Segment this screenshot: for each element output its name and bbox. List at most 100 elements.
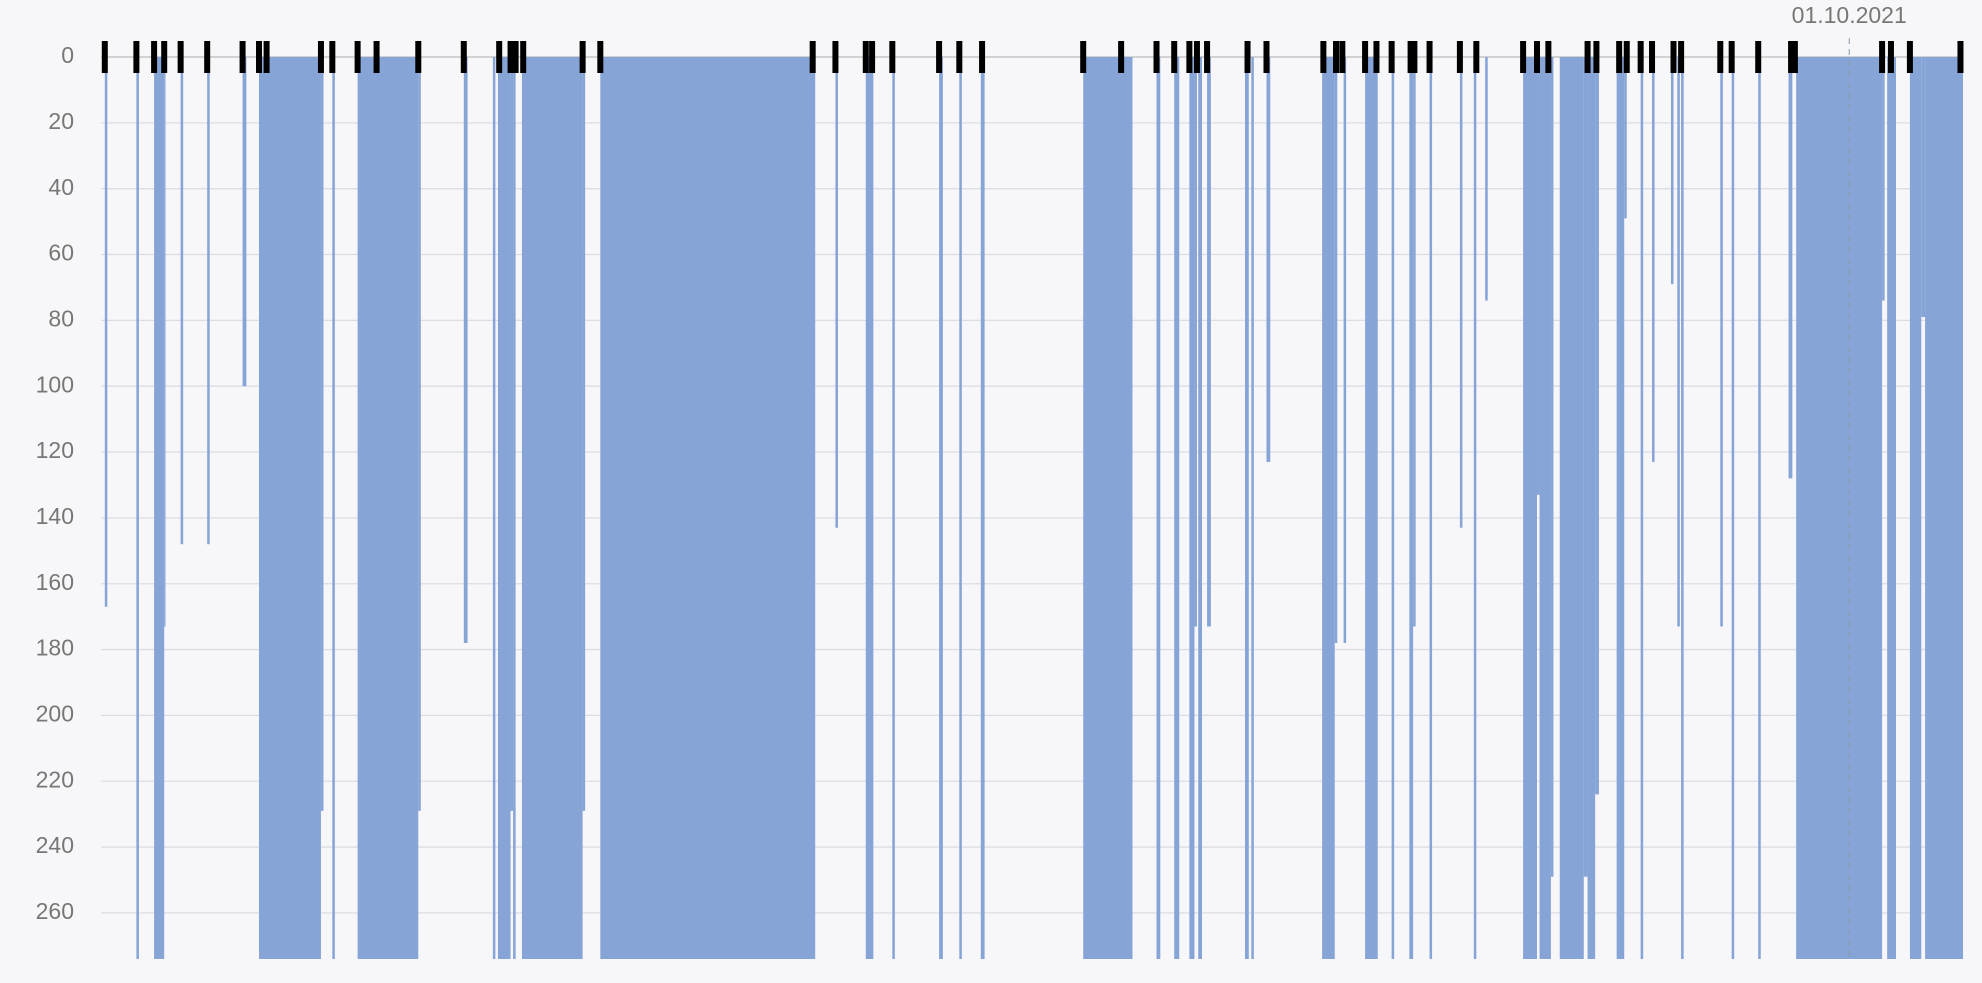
- bar: [1194, 57, 1197, 627]
- bar: [104, 57, 108, 607]
- event-marker: [1426, 41, 1433, 73]
- bar: [510, 57, 514, 811]
- event-marker: [1637, 41, 1644, 73]
- bar: [1624, 57, 1627, 219]
- bar: [1583, 57, 1588, 877]
- bar: [939, 57, 943, 959]
- event-marker: [1791, 41, 1798, 73]
- bar: [207, 57, 210, 545]
- bar: [1198, 57, 1203, 959]
- bar: [1616, 57, 1625, 959]
- bar: [357, 57, 419, 959]
- y-tick-label: 0: [61, 42, 74, 68]
- bar: [1681, 57, 1684, 959]
- bar: [1083, 57, 1133, 959]
- event-marker: [1388, 41, 1395, 73]
- event-marker: [1906, 41, 1913, 73]
- bar: [1156, 57, 1161, 959]
- event-marker: [1171, 41, 1178, 73]
- bar: [1788, 57, 1793, 479]
- bar: [1652, 57, 1655, 462]
- event-marker: [329, 41, 336, 73]
- event-marker: [1320, 41, 1327, 73]
- bar: [1587, 57, 1596, 959]
- bar: [1670, 57, 1674, 285]
- bar: [1485, 57, 1488, 301]
- bar: [1731, 57, 1735, 959]
- event-marker: [1593, 41, 1600, 73]
- event-marker: [1728, 41, 1735, 73]
- event-marker: [889, 41, 896, 73]
- y-tick-label: 220: [36, 766, 74, 792]
- bar: [521, 57, 583, 959]
- event-marker: [317, 41, 324, 73]
- event-marker: [579, 41, 586, 73]
- bar: [1409, 57, 1414, 959]
- event-marker: [512, 41, 519, 73]
- bar: [1207, 57, 1211, 627]
- event-marker: [869, 41, 876, 73]
- bar: [959, 57, 962, 959]
- bar: [492, 57, 496, 959]
- bar: [1640, 57, 1644, 959]
- event-marker: [1678, 41, 1685, 73]
- event-marker: [1153, 41, 1160, 73]
- bar: [320, 57, 324, 811]
- event-marker: [956, 41, 963, 73]
- bar: [892, 57, 895, 959]
- bar: [418, 57, 421, 811]
- bar: [1909, 57, 1922, 959]
- event-marker: [354, 41, 361, 73]
- event-marker: [239, 41, 246, 73]
- bar: [332, 57, 335, 959]
- bar: [1559, 57, 1584, 959]
- event-marker: [1584, 41, 1591, 73]
- event-marker: [1957, 41, 1964, 73]
- bar: [1413, 57, 1416, 627]
- event-marker: [1373, 41, 1380, 73]
- bar: [1391, 57, 1395, 959]
- bar: [1720, 57, 1723, 627]
- bar: [1343, 57, 1347, 643]
- event-marker: [1623, 41, 1630, 73]
- bar: [1677, 57, 1680, 627]
- event-marker: [1193, 41, 1200, 73]
- event-marker: [1186, 41, 1193, 73]
- bar: [1266, 57, 1271, 462]
- bar: [1429, 57, 1433, 959]
- bar: [154, 57, 165, 959]
- bar: [1334, 57, 1338, 643]
- event-marker: [1879, 41, 1886, 73]
- bar: [1189, 57, 1195, 959]
- event-marker: [1411, 41, 1418, 73]
- event-marker: [415, 41, 422, 73]
- bar: [180, 57, 184, 545]
- event-marker: [809, 41, 816, 73]
- event-marker: [204, 41, 211, 73]
- event-marker: [1362, 41, 1369, 73]
- bar: [600, 57, 816, 959]
- y-tick-label: 200: [36, 700, 74, 726]
- event-marker: [1649, 41, 1656, 73]
- bar: [1365, 57, 1378, 959]
- bar: [980, 57, 985, 959]
- bar: [463, 57, 468, 643]
- bar: [1595, 57, 1599, 795]
- event-marker: [1407, 41, 1414, 73]
- y-tick-label: 120: [36, 437, 74, 463]
- y-tick-label: 60: [48, 240, 74, 266]
- bar: [865, 57, 874, 959]
- bar: [835, 57, 838, 528]
- event-marker: [1080, 41, 1087, 73]
- bar: [1921, 57, 1926, 318]
- bar: [1244, 57, 1249, 959]
- event-marker: [1456, 41, 1463, 73]
- event-marker: [1788, 41, 1795, 73]
- event-marker: [1333, 41, 1340, 73]
- event-marker: [1887, 41, 1894, 73]
- bar: [1459, 57, 1463, 528]
- event-marker: [496, 41, 503, 73]
- y-tick-label: 180: [36, 635, 74, 661]
- y-tick-label: 160: [36, 569, 74, 595]
